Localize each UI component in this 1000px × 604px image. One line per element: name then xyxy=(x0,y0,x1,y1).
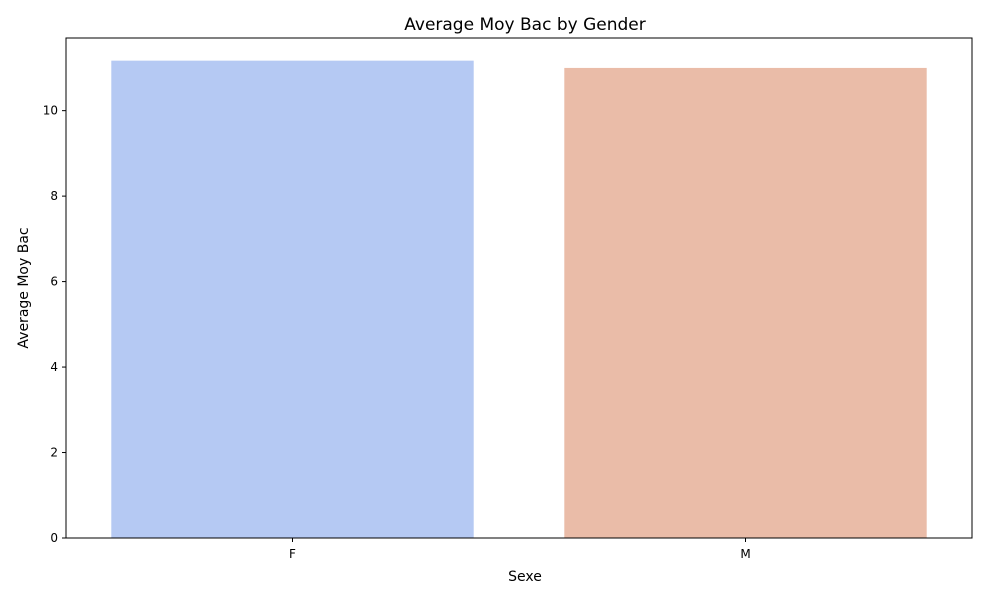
y-tick-label: 4 xyxy=(50,360,58,374)
y-axis-label: Average Moy Bac xyxy=(16,227,32,348)
y-axis: 0 2 4 6 8 10 xyxy=(43,104,66,545)
x-tick-label: M xyxy=(740,547,750,561)
x-axis-label: Sexe xyxy=(508,569,542,585)
y-tick-label: 0 xyxy=(50,531,58,545)
y-tick-label: 8 xyxy=(50,189,58,203)
y-tick-label: 10 xyxy=(43,104,58,118)
chart-title: Average Moy Bac by Gender xyxy=(404,15,645,35)
y-tick-label: 2 xyxy=(50,446,58,460)
x-tick-label: F xyxy=(289,547,296,561)
y-tick-label: 6 xyxy=(50,275,58,289)
bars-layer xyxy=(111,60,927,539)
bar-F xyxy=(111,60,474,539)
bar-M xyxy=(564,67,927,539)
plot-frame xyxy=(65,37,973,539)
